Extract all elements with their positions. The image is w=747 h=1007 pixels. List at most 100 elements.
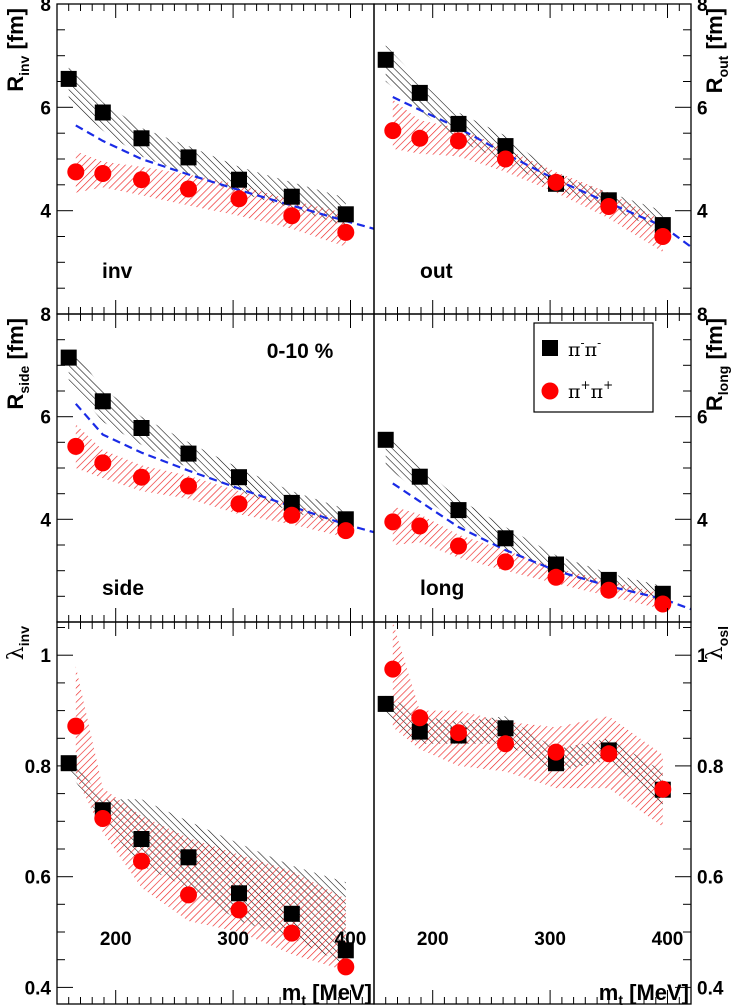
plot-area-inv — [60, 66, 374, 247]
band-pip-lambda_osl — [392, 622, 663, 827]
ylabel-inv: Rinv [fm] — [3, 8, 32, 92]
panel-label-long: long — [420, 577, 464, 600]
point-pim-long-2 — [450, 502, 467, 519]
ytick-label-lambda_inv: 1 — [40, 646, 51, 667]
band-pim-side — [68, 344, 346, 527]
ylabel-side: Rside [fm] — [3, 318, 32, 410]
point-pim-side-4 — [231, 469, 247, 486]
point-pim-long-4 — [548, 556, 564, 573]
xtick-label-lambda_osl: 200 — [417, 929, 449, 950]
point-pip-inv-1 — [94, 165, 112, 182]
point-pip-out-4 — [547, 173, 565, 191]
point-pip-inv-2 — [133, 171, 150, 189]
annotations: 0-10 % π-π- π+π+ — [267, 322, 654, 413]
point-pim-long-1 — [411, 468, 428, 485]
point-pim-lambda_inv-3 — [180, 849, 197, 866]
model-curve-out — [392, 96, 691, 248]
point-pip-long-3 — [497, 553, 514, 571]
ytick-label-lambda_osl: 0.4 — [697, 978, 724, 999]
ylabel-lambda_osl: λosl — [703, 626, 731, 660]
point-pip-lambda_inv-2 — [133, 852, 150, 870]
point-pim-lambda_osl-3 — [497, 720, 514, 737]
ytick-label-long: 6 — [697, 408, 708, 429]
xtick-label-lambda_osl: 300 — [534, 929, 566, 950]
panel-inv: 4 6 8 Rinv [fm] inv — [3, 0, 375, 315]
point-pip-long-5 — [600, 581, 618, 599]
ytick-label-lambda_inv: 0.4 — [25, 978, 52, 999]
ytick-label-out: 8 — [697, 0, 708, 16]
point-pip-long-4 — [547, 568, 565, 586]
point-pip-long-6 — [654, 595, 672, 613]
point-pip-side-0 — [67, 437, 85, 455]
band-pip-side — [75, 424, 346, 538]
ytick-label-out: 4 — [697, 202, 708, 223]
ytick-label-long: 4 — [697, 510, 708, 531]
ylabel-lambda_inv: λinv — [4, 626, 32, 660]
xlabel-lambda_inv: mt [MeV] — [282, 980, 372, 1007]
point-pip-lambda_osl-0 — [384, 660, 402, 678]
plot-area-lambda_osl — [377, 622, 672, 827]
ylabel-long: Rlong [fm] — [702, 318, 731, 411]
xlabel-lambda_osl: mt [MeV] — [599, 980, 689, 1007]
point-pim-inv-2 — [133, 130, 150, 147]
panel-label-side: side — [102, 577, 144, 600]
point-pip-side-2 — [133, 468, 150, 486]
point-pim-inv-5 — [283, 188, 300, 205]
ytick-label-inv: 4 — [40, 202, 51, 223]
point-pim-inv-0 — [60, 70, 77, 87]
band-pip-long — [392, 506, 663, 610]
point-pip-out-5 — [600, 198, 618, 215]
point-pip-long-2 — [450, 537, 467, 555]
point-pim-long-3 — [497, 530, 514, 547]
point-pip-inv-3 — [180, 180, 197, 198]
ytick-label-lambda_osl: 1 — [697, 646, 708, 667]
band-pip-out — [392, 99, 663, 252]
band-pip-lambda_inv — [75, 666, 346, 971]
plot-area-lambda_inv — [60, 666, 355, 976]
xtick-label-lambda_osl: 400 — [652, 929, 684, 950]
point-pim-out-2 — [450, 115, 467, 132]
point-pim-inv-1 — [94, 104, 111, 121]
point-pip-out-2 — [450, 132, 467, 150]
plot-area-side — [60, 344, 374, 540]
point-pip-lambda_osl-6 — [654, 780, 672, 798]
ylabel-out: Rout [fm] — [702, 8, 731, 93]
point-pim-lambda_inv-4 — [231, 885, 247, 902]
panel-label-inv: inv — [102, 260, 133, 283]
model-curve-side — [74, 403, 374, 534]
ytick-label-side: 4 — [40, 510, 51, 531]
point-pip-inv-5 — [283, 207, 301, 225]
ytick-label-out: 6 — [697, 98, 708, 119]
point-pip-lambda_osl-2 — [450, 724, 467, 742]
point-pip-long-1 — [411, 517, 429, 535]
point-pip-lambda_osl-1 — [411, 709, 429, 727]
xtick-label-lambda_inv: 300 — [217, 929, 249, 950]
point-pim-lambda_inv-2 — [133, 831, 150, 847]
point-pip-out-1 — [411, 129, 429, 147]
point-pip-side-4 — [230, 495, 248, 513]
point-pip-lambda_inv-3 — [180, 886, 197, 904]
legend: π-π- π+π+ — [533, 322, 654, 413]
point-pim-out-1 — [411, 84, 428, 101]
point-pip-out-0 — [384, 122, 402, 140]
point-pip-lambda_inv-5 — [283, 924, 301, 942]
band-pim-inv — [68, 66, 346, 227]
point-pip-out-6 — [654, 228, 672, 245]
frame-lambda_osl — [373, 621, 692, 1005]
point-pip-lambda_inv-0 — [67, 717, 85, 735]
ytick-label-inv: 8 — [40, 0, 51, 16]
point-pim-inv-6 — [337, 206, 354, 223]
point-pim-inv-3 — [180, 149, 197, 166]
legend-label-pim: π-π- — [568, 336, 601, 361]
ytick-label-lambda_osl: 0.6 — [697, 868, 723, 889]
point-pim-long-0 — [377, 431, 394, 448]
model-curve-inv — [75, 124, 374, 230]
point-pip-side-1 — [94, 454, 112, 472]
plot-area-out — [377, 45, 691, 252]
point-pim-side-2 — [133, 420, 150, 436]
panel-label-out: out — [420, 260, 453, 283]
